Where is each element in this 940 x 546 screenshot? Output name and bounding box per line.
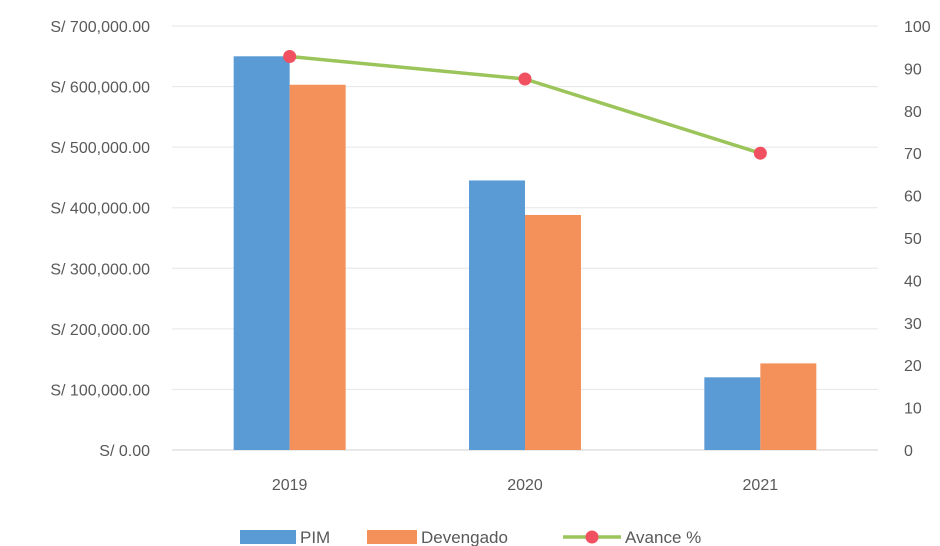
bar-devengado-2021 bbox=[760, 363, 817, 450]
line-point-2020 bbox=[518, 72, 532, 86]
x-axis-tick-label: 2021 bbox=[743, 477, 779, 494]
left-axis-tick-label: S/ 600,000.00 bbox=[50, 80, 150, 97]
legend-swatch-devengado bbox=[367, 530, 417, 544]
right-axis-tick-label: 50 bbox=[904, 231, 922, 248]
bar-pim-2019 bbox=[233, 56, 290, 451]
left-axis-tick-labels: S/ 0.00 S/ 100,000.00 S/ 200,000.00 S/ 300,… bbox=[50, 19, 150, 460]
left-axis-tick-label: S/ 100,000.00 bbox=[50, 382, 150, 399]
right-axis-tick-label: 90 bbox=[904, 61, 922, 78]
legend-label-avance: Avance % bbox=[625, 528, 701, 546]
bar-pim-2021 bbox=[704, 377, 761, 450]
bar-devengado-2019 bbox=[289, 84, 346, 451]
x-axis-tick-label: 2020 bbox=[507, 477, 543, 494]
x-axis-tick-label: 2019 bbox=[272, 477, 308, 494]
right-axis-tick-label: 100 bbox=[904, 19, 931, 36]
left-axis-tick-label: S/ 500,000.00 bbox=[50, 140, 150, 157]
right-axis-tick-label: 40 bbox=[904, 273, 922, 290]
bar-series bbox=[233, 56, 817, 451]
right-axis-tick-label: 70 bbox=[904, 146, 922, 163]
right-axis-tick-label: 30 bbox=[904, 316, 922, 333]
legend-marker-avance bbox=[585, 530, 599, 544]
legend: PIM Devengado Avance % bbox=[240, 528, 701, 546]
right-axis-tick-label: 0 bbox=[904, 443, 913, 460]
line-point-2019 bbox=[283, 50, 297, 64]
legend-label-pim: PIM bbox=[300, 528, 330, 546]
bar-pim-2020 bbox=[469, 180, 525, 450]
left-axis-tick-label: S/ 200,000.00 bbox=[50, 322, 150, 339]
line-avance bbox=[289, 54, 761, 155]
right-axis-tick-label: 20 bbox=[904, 358, 922, 375]
right-axis-tick-label: 60 bbox=[904, 189, 922, 206]
right-axis-tick-labels: 0 10 20 30 40 50 60 70 80 90 100 bbox=[904, 19, 931, 460]
legend-label-devengado: Devengado bbox=[421, 528, 508, 546]
x-axis-tick-labels: 2019 2020 2021 bbox=[272, 477, 778, 494]
right-axis-tick-label: 10 bbox=[904, 401, 922, 418]
bar-devengado-2020 bbox=[525, 214, 581, 450]
right-axis-tick-label: 80 bbox=[904, 104, 922, 121]
left-axis-tick-label: S/ 400,000.00 bbox=[50, 201, 150, 218]
line-series bbox=[283, 50, 767, 160]
left-axis-tick-label: S/ 0.00 bbox=[99, 443, 150, 460]
left-axis-tick-label: S/ 300,000.00 bbox=[50, 261, 150, 278]
legend-swatch-pim bbox=[240, 530, 296, 544]
line-point-2021 bbox=[753, 146, 767, 160]
left-axis-tick-label: S/ 700,000.00 bbox=[50, 19, 150, 36]
